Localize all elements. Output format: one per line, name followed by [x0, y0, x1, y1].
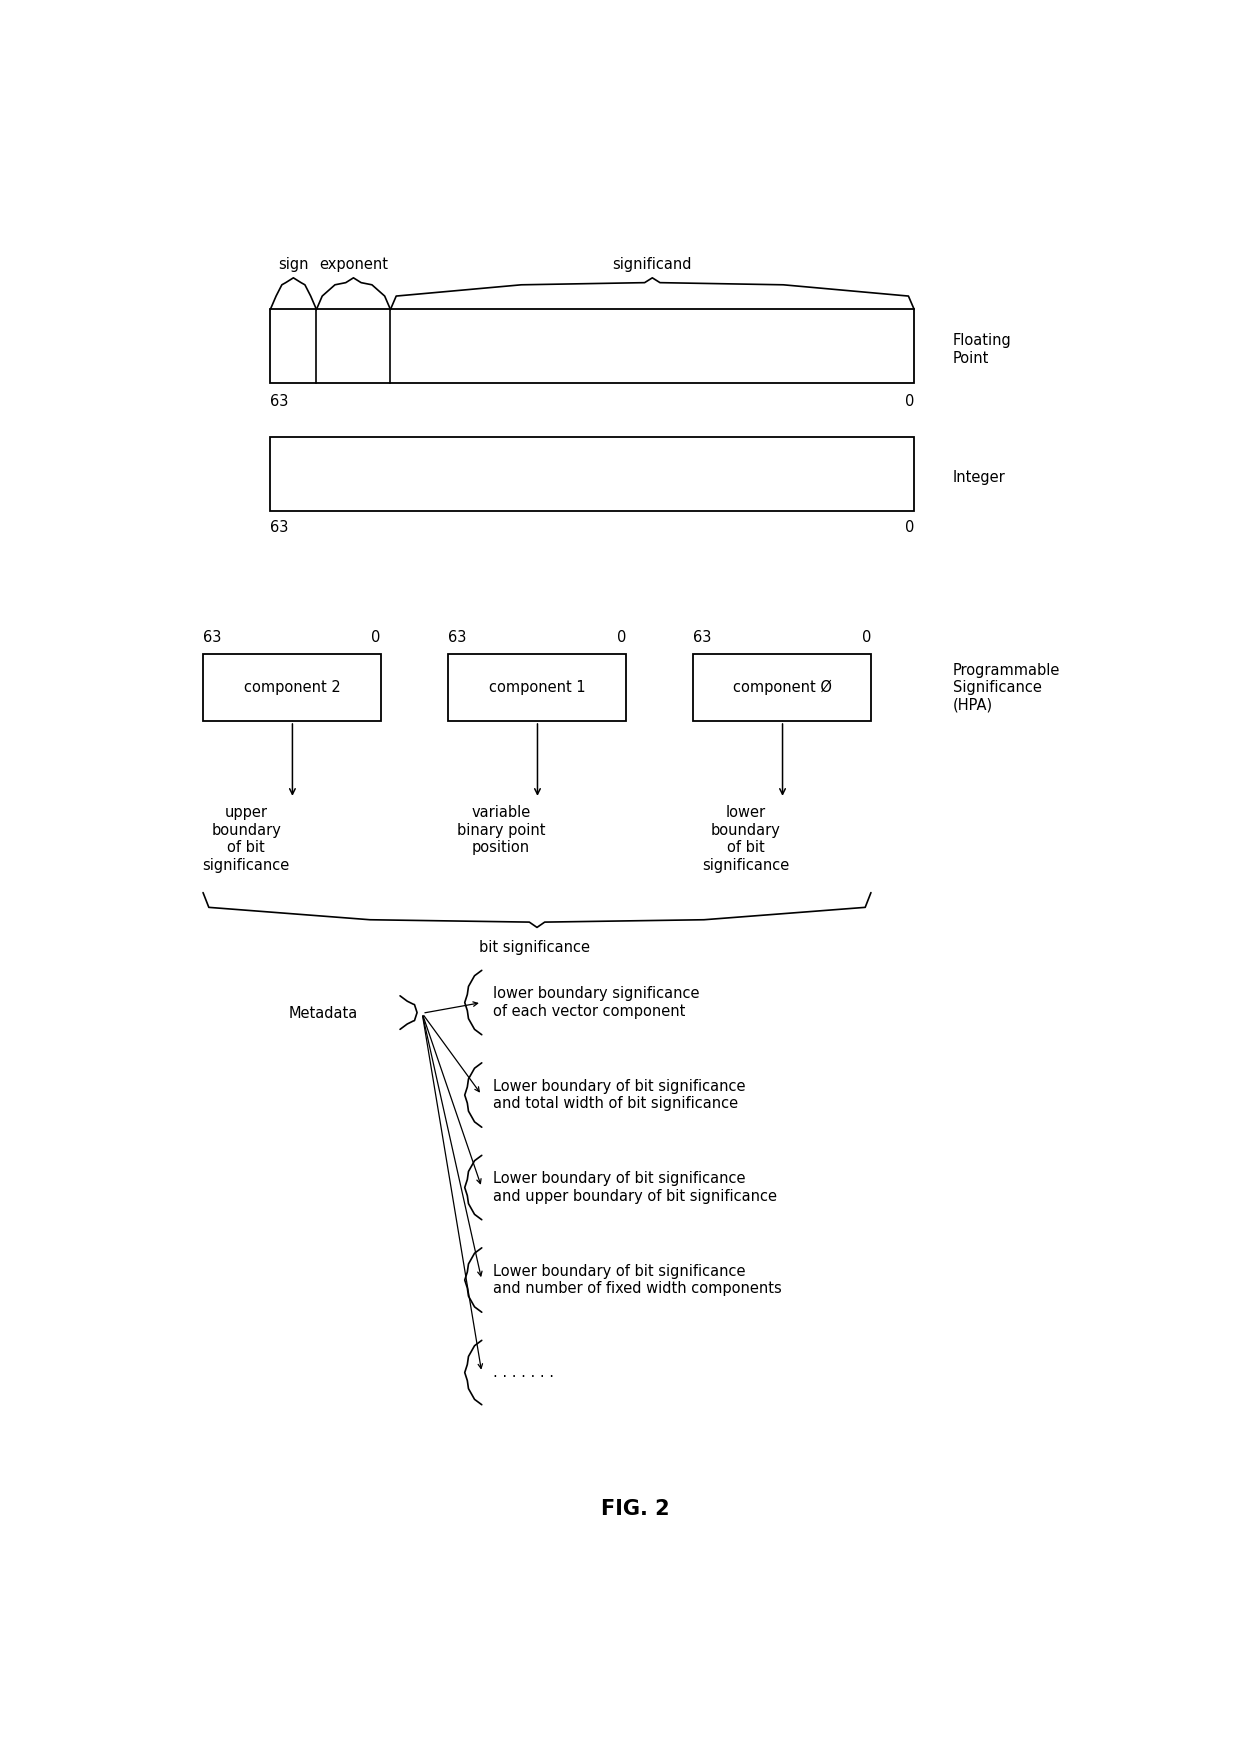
Bar [448, 655, 626, 721]
Text: 63: 63 [270, 393, 289, 409]
Text: Lower boundary of bit significance
and upper boundary of bit significance: Lower boundary of bit significance and u… [494, 1172, 777, 1203]
Text: variable
binary point
position: variable binary point position [456, 806, 546, 855]
Text: 63: 63 [270, 521, 289, 534]
Text: component 1: component 1 [489, 681, 585, 695]
Text: upper
boundary
of bit
significance: upper boundary of bit significance [202, 806, 290, 872]
Text: bit significance: bit significance [479, 940, 590, 954]
Text: lower
boundary
of bit
significance: lower boundary of bit significance [702, 806, 790, 872]
Text: Metadata: Metadata [289, 1006, 358, 1020]
Text: FIG. 2: FIG. 2 [601, 1499, 670, 1520]
Text: 63: 63 [448, 630, 466, 644]
Text: 63: 63 [693, 630, 712, 644]
Text: 0: 0 [862, 630, 870, 644]
Bar [270, 310, 914, 383]
Text: 0: 0 [905, 521, 914, 534]
Text: 63: 63 [203, 630, 222, 644]
Text: Lower boundary of bit significance
and total width of bit significance: Lower boundary of bit significance and t… [494, 1079, 745, 1111]
Text: 0: 0 [905, 393, 914, 409]
Text: . . . . . . .: . . . . . . . [494, 1365, 554, 1381]
Text: component Ø: component Ø [733, 679, 832, 695]
Bar [693, 655, 870, 721]
Text: sign: sign [278, 258, 309, 272]
Text: component 2: component 2 [243, 681, 340, 695]
Text: lower boundary significance
of each vector component: lower boundary significance of each vect… [494, 987, 699, 1018]
Text: Integer: Integer [952, 470, 1006, 484]
Text: significand: significand [613, 258, 692, 272]
Text: Lower boundary of bit significance
and number of fixed width components: Lower boundary of bit significance and n… [494, 1264, 782, 1297]
Text: Floating
Point: Floating Point [952, 334, 1012, 366]
Text: exponent: exponent [319, 258, 388, 272]
Bar [203, 655, 381, 721]
Text: 0: 0 [616, 630, 626, 644]
Text: 0: 0 [372, 630, 381, 644]
Bar [270, 437, 914, 510]
Text: Programmable
Significance
(HPA): Programmable Significance (HPA) [952, 663, 1060, 712]
